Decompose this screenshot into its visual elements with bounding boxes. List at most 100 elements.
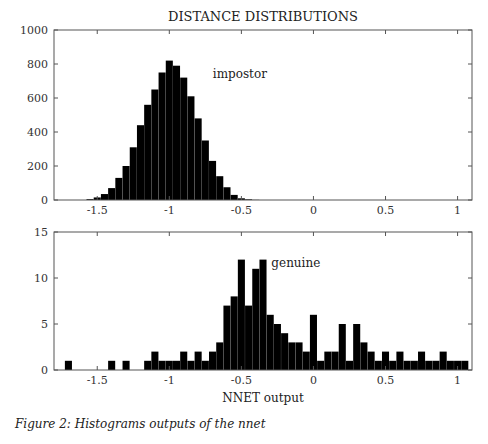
bar	[187, 361, 194, 370]
panel: -1.5-1-0.500.51051015genuineNNET outputF…	[14, 226, 472, 431]
y-tick-label: 400	[27, 126, 48, 139]
bar	[180, 352, 187, 370]
bar	[144, 361, 151, 370]
plot-frame	[54, 30, 472, 200]
y-tick	[54, 132, 58, 133]
bar	[461, 361, 468, 370]
x-tick	[457, 366, 458, 370]
bar	[130, 147, 137, 200]
x-tick-label: 0	[310, 374, 317, 387]
x-tick-label: -1.5	[87, 374, 108, 387]
bar	[202, 361, 209, 370]
y-tick	[54, 64, 58, 65]
y-tick	[468, 98, 472, 99]
bar	[418, 352, 425, 370]
x-tick	[169, 196, 170, 200]
bar	[296, 342, 303, 370]
bar	[360, 342, 367, 370]
bar	[123, 166, 130, 200]
annotation: genuine	[271, 256, 320, 270]
x-tick	[241, 196, 242, 200]
bar	[382, 352, 389, 370]
x-axis-label: NNET output	[222, 391, 304, 405]
bar	[202, 141, 209, 201]
bar	[173, 66, 180, 200]
y-tick	[468, 324, 472, 325]
bar	[281, 333, 288, 370]
y-tick	[54, 98, 58, 99]
x-tick-label: -1	[164, 374, 175, 387]
x-tick	[241, 30, 242, 34]
bar	[396, 352, 403, 370]
bar	[332, 352, 339, 370]
bar	[259, 260, 266, 370]
x-tick	[457, 196, 458, 200]
x-tick	[97, 232, 98, 236]
x-tick	[313, 196, 314, 200]
bar	[411, 361, 418, 370]
y-tick-label: 5	[41, 318, 48, 331]
bar	[339, 324, 346, 370]
bar	[101, 194, 108, 200]
bar	[123, 361, 130, 370]
panel: -1.5-1-0.500.5102004006008001000DISTANCE…	[20, 9, 472, 217]
bar	[238, 260, 245, 370]
bar	[432, 361, 439, 370]
y-tick-label: 600	[27, 92, 48, 105]
y-tick	[54, 166, 58, 167]
chart: -1.5-1-0.500.5102004006008001000DISTANCE…	[0, 0, 488, 444]
bar	[209, 161, 216, 200]
bar	[324, 352, 331, 370]
bar	[389, 361, 396, 370]
x-tick	[313, 232, 314, 236]
x-tick	[241, 366, 242, 370]
x-tick	[313, 366, 314, 370]
y-tick	[54, 232, 58, 233]
bar	[159, 73, 166, 201]
x-tick	[97, 196, 98, 200]
bars	[87, 61, 260, 200]
bar	[368, 352, 375, 370]
title: DISTANCE DISTRIBUTIONS	[168, 9, 358, 24]
x-tick-label: -1.5	[87, 204, 108, 217]
y-tick	[468, 232, 472, 233]
y-tick	[54, 200, 58, 201]
plot-frame	[54, 232, 472, 370]
bar	[216, 176, 223, 200]
bar	[166, 61, 173, 200]
y-tick-label: 15	[34, 226, 48, 239]
bar	[267, 315, 274, 370]
x-tick	[169, 366, 170, 370]
caption: Figure 2: Histograms outputs of the nnet	[14, 417, 266, 431]
x-tick	[313, 30, 314, 34]
x-tick-label: 1	[454, 374, 461, 387]
y-tick-label: 0	[41, 364, 48, 377]
background	[0, 0, 488, 444]
x-tick-label: -0.5	[231, 204, 252, 217]
x-tick	[169, 30, 170, 34]
bar	[180, 78, 187, 200]
bar	[303, 352, 310, 370]
bar	[195, 352, 202, 370]
x-tick	[385, 232, 386, 236]
y-tick	[468, 200, 472, 201]
bar	[108, 188, 115, 200]
y-tick	[468, 30, 472, 31]
bar	[151, 352, 158, 370]
y-tick	[468, 132, 472, 133]
bar	[144, 105, 151, 200]
y-tick	[54, 324, 58, 325]
x-tick-label: -1	[164, 204, 175, 217]
x-tick	[169, 232, 170, 236]
bar	[209, 352, 216, 370]
bar	[375, 361, 382, 370]
bar	[187, 96, 194, 200]
bar	[115, 178, 122, 200]
x-tick	[457, 232, 458, 236]
x-tick-label: 0.5	[377, 374, 395, 387]
bar	[317, 361, 324, 370]
bar	[65, 361, 72, 370]
x-tick-label: 0.5	[377, 204, 395, 217]
x-tick-label: 1	[454, 204, 461, 217]
y-tick	[468, 64, 472, 65]
